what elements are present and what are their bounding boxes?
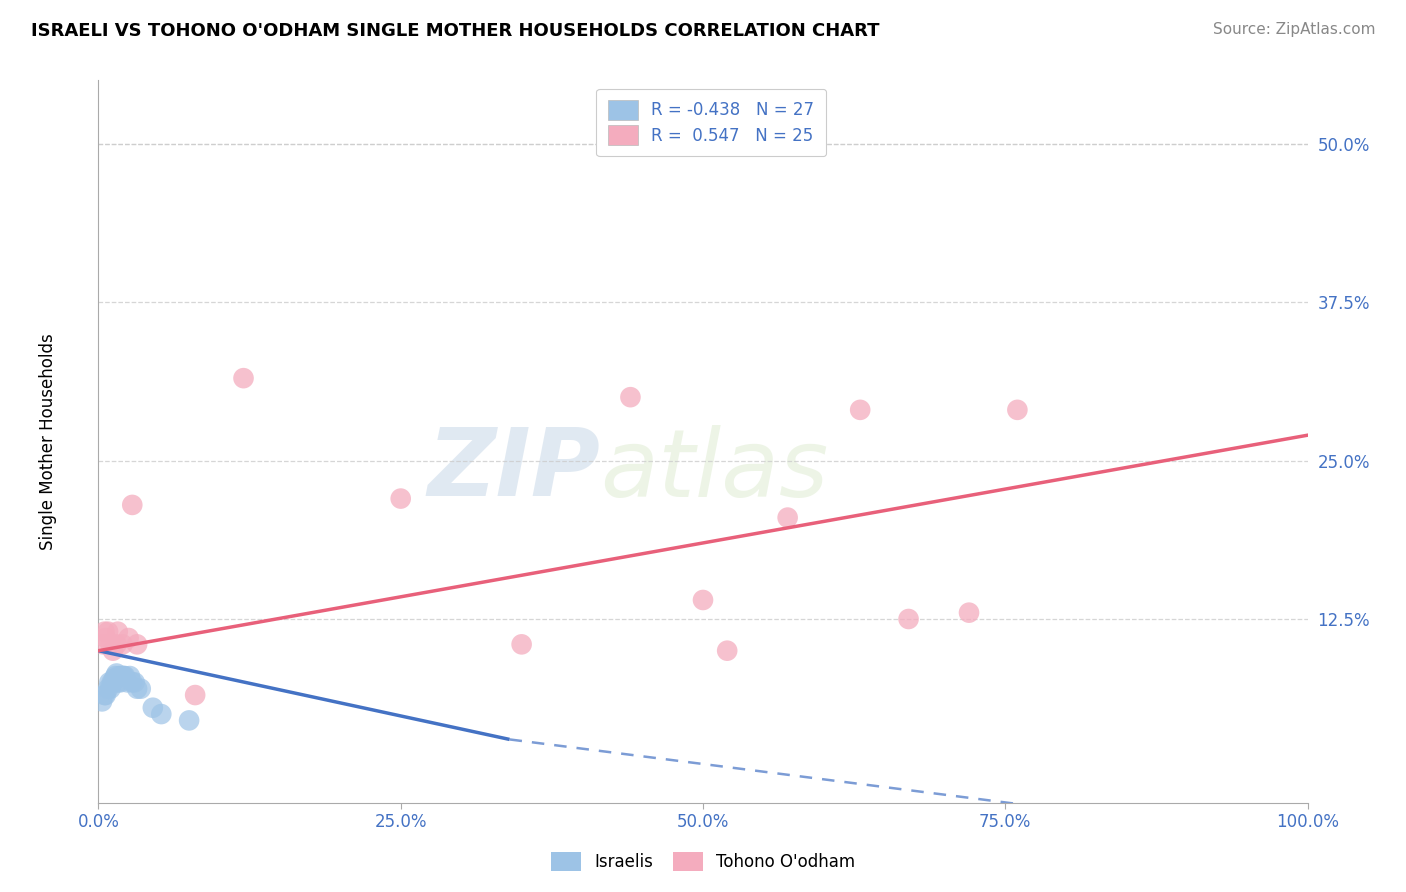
- Point: [179, 714, 201, 728]
- Legend: Israelis, Tohono O'odham: Israelis, Tohono O'odham: [543, 843, 863, 880]
- Text: Source: ZipAtlas.com: Source: ZipAtlas.com: [1212, 22, 1375, 37]
- Point: [121, 675, 143, 690]
- Point: [91, 637, 114, 651]
- Point: [100, 681, 122, 696]
- Point: [104, 669, 127, 683]
- Point: [117, 675, 139, 690]
- Point: [91, 694, 114, 708]
- Point: [105, 666, 128, 681]
- Point: [849, 402, 872, 417]
- Point: [112, 669, 135, 683]
- Point: [121, 498, 143, 512]
- Point: [957, 606, 980, 620]
- Point: [94, 631, 117, 645]
- Point: [111, 669, 134, 683]
- Point: [107, 624, 129, 639]
- Text: ISRAELI VS TOHONO O'ODHAM SINGLE MOTHER HOUSEHOLDS CORRELATION CHART: ISRAELI VS TOHONO O'ODHAM SINGLE MOTHER …: [31, 22, 879, 40]
- Point: [716, 643, 738, 657]
- Point: [108, 675, 131, 690]
- Point: [150, 707, 173, 722]
- Point: [692, 593, 714, 607]
- Point: [103, 672, 125, 686]
- Point: [101, 675, 124, 690]
- Point: [108, 669, 131, 683]
- Point: [100, 637, 122, 651]
- Point: [114, 669, 136, 683]
- Point: [105, 637, 128, 651]
- Point: [101, 643, 124, 657]
- Point: [100, 675, 122, 690]
- Point: [118, 631, 141, 645]
- Point: [98, 675, 121, 690]
- Point: [111, 637, 134, 651]
- Point: [619, 390, 641, 404]
- Point: [127, 681, 149, 696]
- Point: [510, 637, 533, 651]
- Point: [184, 688, 207, 702]
- Point: [97, 624, 120, 639]
- Point: [124, 675, 146, 690]
- Point: [776, 510, 799, 524]
- Point: [107, 675, 129, 690]
- Point: [110, 669, 132, 683]
- Point: [129, 681, 152, 696]
- Point: [118, 669, 141, 683]
- Point: [142, 700, 165, 714]
- Text: Single Mother Households: Single Mother Households: [38, 334, 56, 549]
- Point: [232, 371, 254, 385]
- Point: [93, 624, 115, 639]
- Point: [127, 637, 149, 651]
- Point: [97, 681, 120, 696]
- Point: [897, 612, 920, 626]
- Text: atlas: atlas: [600, 425, 828, 516]
- Legend: R = -0.438   N = 27, R =  0.547   N = 25: R = -0.438 N = 27, R = 0.547 N = 25: [596, 88, 827, 156]
- Point: [1007, 402, 1029, 417]
- Point: [94, 688, 117, 702]
- Point: [93, 688, 115, 702]
- Text: ZIP: ZIP: [427, 425, 600, 516]
- Point: [789, 136, 811, 151]
- Point: [389, 491, 412, 506]
